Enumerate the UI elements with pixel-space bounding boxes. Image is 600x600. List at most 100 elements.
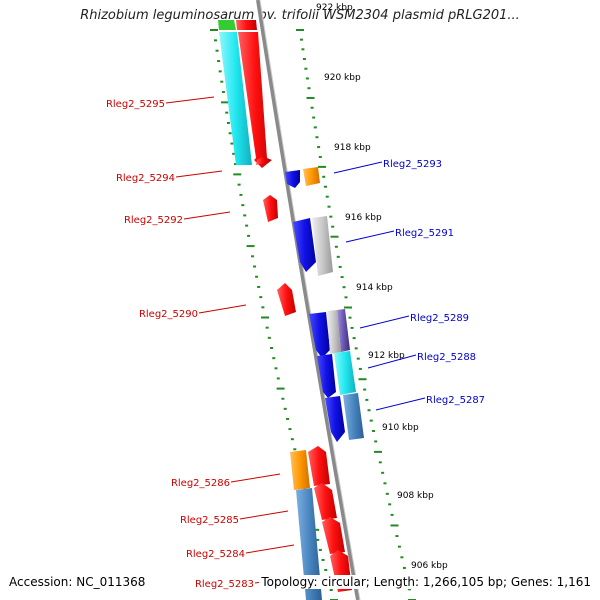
inner-tick (221, 91, 225, 94)
outer-tick (365, 398, 369, 401)
inner-tick (253, 265, 257, 268)
scale-label: 912 kbp (368, 351, 405, 361)
outer-tick (397, 545, 401, 548)
outer-tick (318, 165, 326, 168)
gene-leader-line (359, 315, 410, 329)
gene-steel-rleg2-5287 (343, 393, 364, 440)
gene-steel-rleg2-5285 (296, 488, 322, 600)
gene-blue-rleg2-5289 (309, 312, 330, 358)
gene-leader-line (333, 161, 383, 174)
outer-tick (358, 367, 362, 370)
gene-leader-line (245, 544, 295, 554)
outer-tick (301, 48, 305, 51)
gene-label-reverse: Rleg2_5286 (171, 478, 230, 489)
outer-tick (369, 419, 373, 422)
outer-tick (336, 255, 340, 258)
inner-tick (221, 101, 230, 104)
inner-tick (316, 538, 320, 541)
gene-cyan-rleg2-5288 (334, 351, 356, 395)
outer-tick (395, 535, 399, 538)
outer-tick (338, 265, 342, 268)
inner-tick (239, 193, 243, 196)
inner-tick (261, 306, 265, 309)
gene-red-rleg2-5284 (322, 517, 345, 554)
inner-tick (255, 275, 259, 278)
outer-tick (296, 29, 304, 31)
scale-label: 922 kbp (316, 3, 353, 13)
inner-tick (276, 387, 285, 390)
outer-tick (342, 286, 346, 289)
outer-tick (348, 316, 352, 319)
gene-red-rleg2-5292 (263, 195, 278, 222)
outer-tick (313, 126, 317, 129)
outer-tick (330, 235, 339, 238)
inner-tick (243, 214, 247, 217)
outer-tick (407, 588, 411, 591)
outer-tick (325, 195, 329, 198)
gene-label-reverse: Rleg2_5283 (195, 579, 254, 590)
outer-tick (356, 357, 360, 360)
gene-leader-line (367, 354, 417, 369)
inner-tick (218, 70, 222, 73)
outer-tick (400, 556, 404, 559)
outer-tick (354, 347, 358, 350)
gene-leader-line (198, 304, 247, 314)
inner-tick (283, 407, 287, 410)
outer-tick (350, 326, 354, 329)
inner-tick (225, 111, 229, 114)
outer-tick (331, 225, 335, 228)
outer-tick (306, 96, 315, 99)
gene-label-reverse: Rleg2_5294 (116, 173, 175, 184)
inner-tick (233, 163, 237, 166)
gene-red-rleg2-5295 (238, 32, 272, 168)
inner-tick (233, 173, 242, 176)
outer-tick (374, 440, 378, 443)
inner-tick (329, 588, 333, 591)
outer-tick (367, 409, 371, 412)
genome-stats-text: Topology: circular; Length: 1,266,105 bp… (259, 575, 591, 589)
inner-tick (293, 448, 297, 451)
gene-leader-line (183, 211, 231, 220)
gene-leader-line (175, 170, 223, 178)
outer-tick (383, 482, 387, 485)
scale-labels: 922 kbp 920 kbp 918 kbp 916 kbp 914 kbp 912 k… (316, 3, 448, 571)
inner-tick (257, 285, 261, 288)
inner-tick (230, 142, 234, 145)
gene-leader-line (375, 397, 426, 411)
outer-tick (307, 87, 311, 90)
inner-tick (324, 568, 328, 571)
inner-tick (214, 39, 218, 42)
outer-tick (390, 524, 399, 527)
gene-leader-line (230, 473, 281, 483)
gene-red-rleg2-5286 (308, 446, 330, 486)
outer-tick (322, 175, 326, 178)
inner-tick (290, 438, 294, 441)
gene-red-rleg2-5294 (256, 157, 268, 165)
accession-text: Accession: NC_011368 (9, 575, 146, 589)
inner-tick (245, 224, 249, 227)
inner-tick (274, 367, 278, 370)
outer-tick (304, 67, 308, 70)
gene-leader-line (345, 230, 395, 243)
gene-blue-rleg2-5288 (317, 354, 336, 398)
gene-orange-rleg2-5286 (290, 450, 310, 490)
inner-tick (228, 132, 232, 135)
inner-tick (259, 296, 263, 299)
scale-label: 906 kbp (411, 561, 448, 571)
outer-tick (344, 296, 348, 299)
inner-tick (272, 357, 276, 360)
gene-label-forward: Rleg2_5289 (410, 313, 469, 324)
inner-tick (318, 548, 322, 551)
gene-leader-line (239, 510, 289, 520)
outer-tick (312, 116, 316, 119)
outer-tick (340, 276, 344, 279)
gene-red-rleg2-5290 (277, 283, 296, 316)
scale-label: 914 kbp (356, 283, 393, 293)
gene-red-top (236, 20, 257, 30)
outer-tick (305, 77, 309, 80)
gene-blue-rleg2-5293 (285, 170, 300, 188)
inner-tick (217, 60, 221, 63)
inner-tick (247, 234, 251, 237)
outer-tick (358, 378, 367, 381)
